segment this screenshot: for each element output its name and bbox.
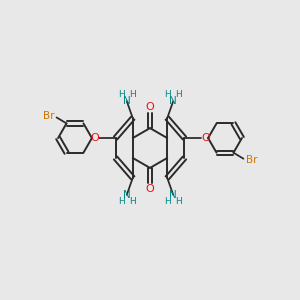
- Text: H: H: [129, 197, 136, 206]
- Text: N: N: [169, 96, 177, 106]
- Text: Br: Br: [43, 111, 54, 122]
- Text: N: N: [123, 190, 131, 200]
- Text: O: O: [90, 133, 99, 143]
- Text: H: H: [175, 90, 181, 99]
- Text: O: O: [146, 102, 154, 112]
- Text: H: H: [164, 90, 171, 99]
- Text: O: O: [201, 133, 210, 143]
- Text: Br: Br: [246, 155, 257, 165]
- Text: H: H: [118, 90, 125, 99]
- Text: N: N: [123, 96, 131, 106]
- Text: N: N: [169, 190, 177, 200]
- Text: H: H: [118, 197, 125, 206]
- Text: H: H: [175, 197, 181, 206]
- Text: H: H: [129, 90, 136, 99]
- Text: H: H: [164, 197, 171, 206]
- Text: O: O: [146, 184, 154, 194]
